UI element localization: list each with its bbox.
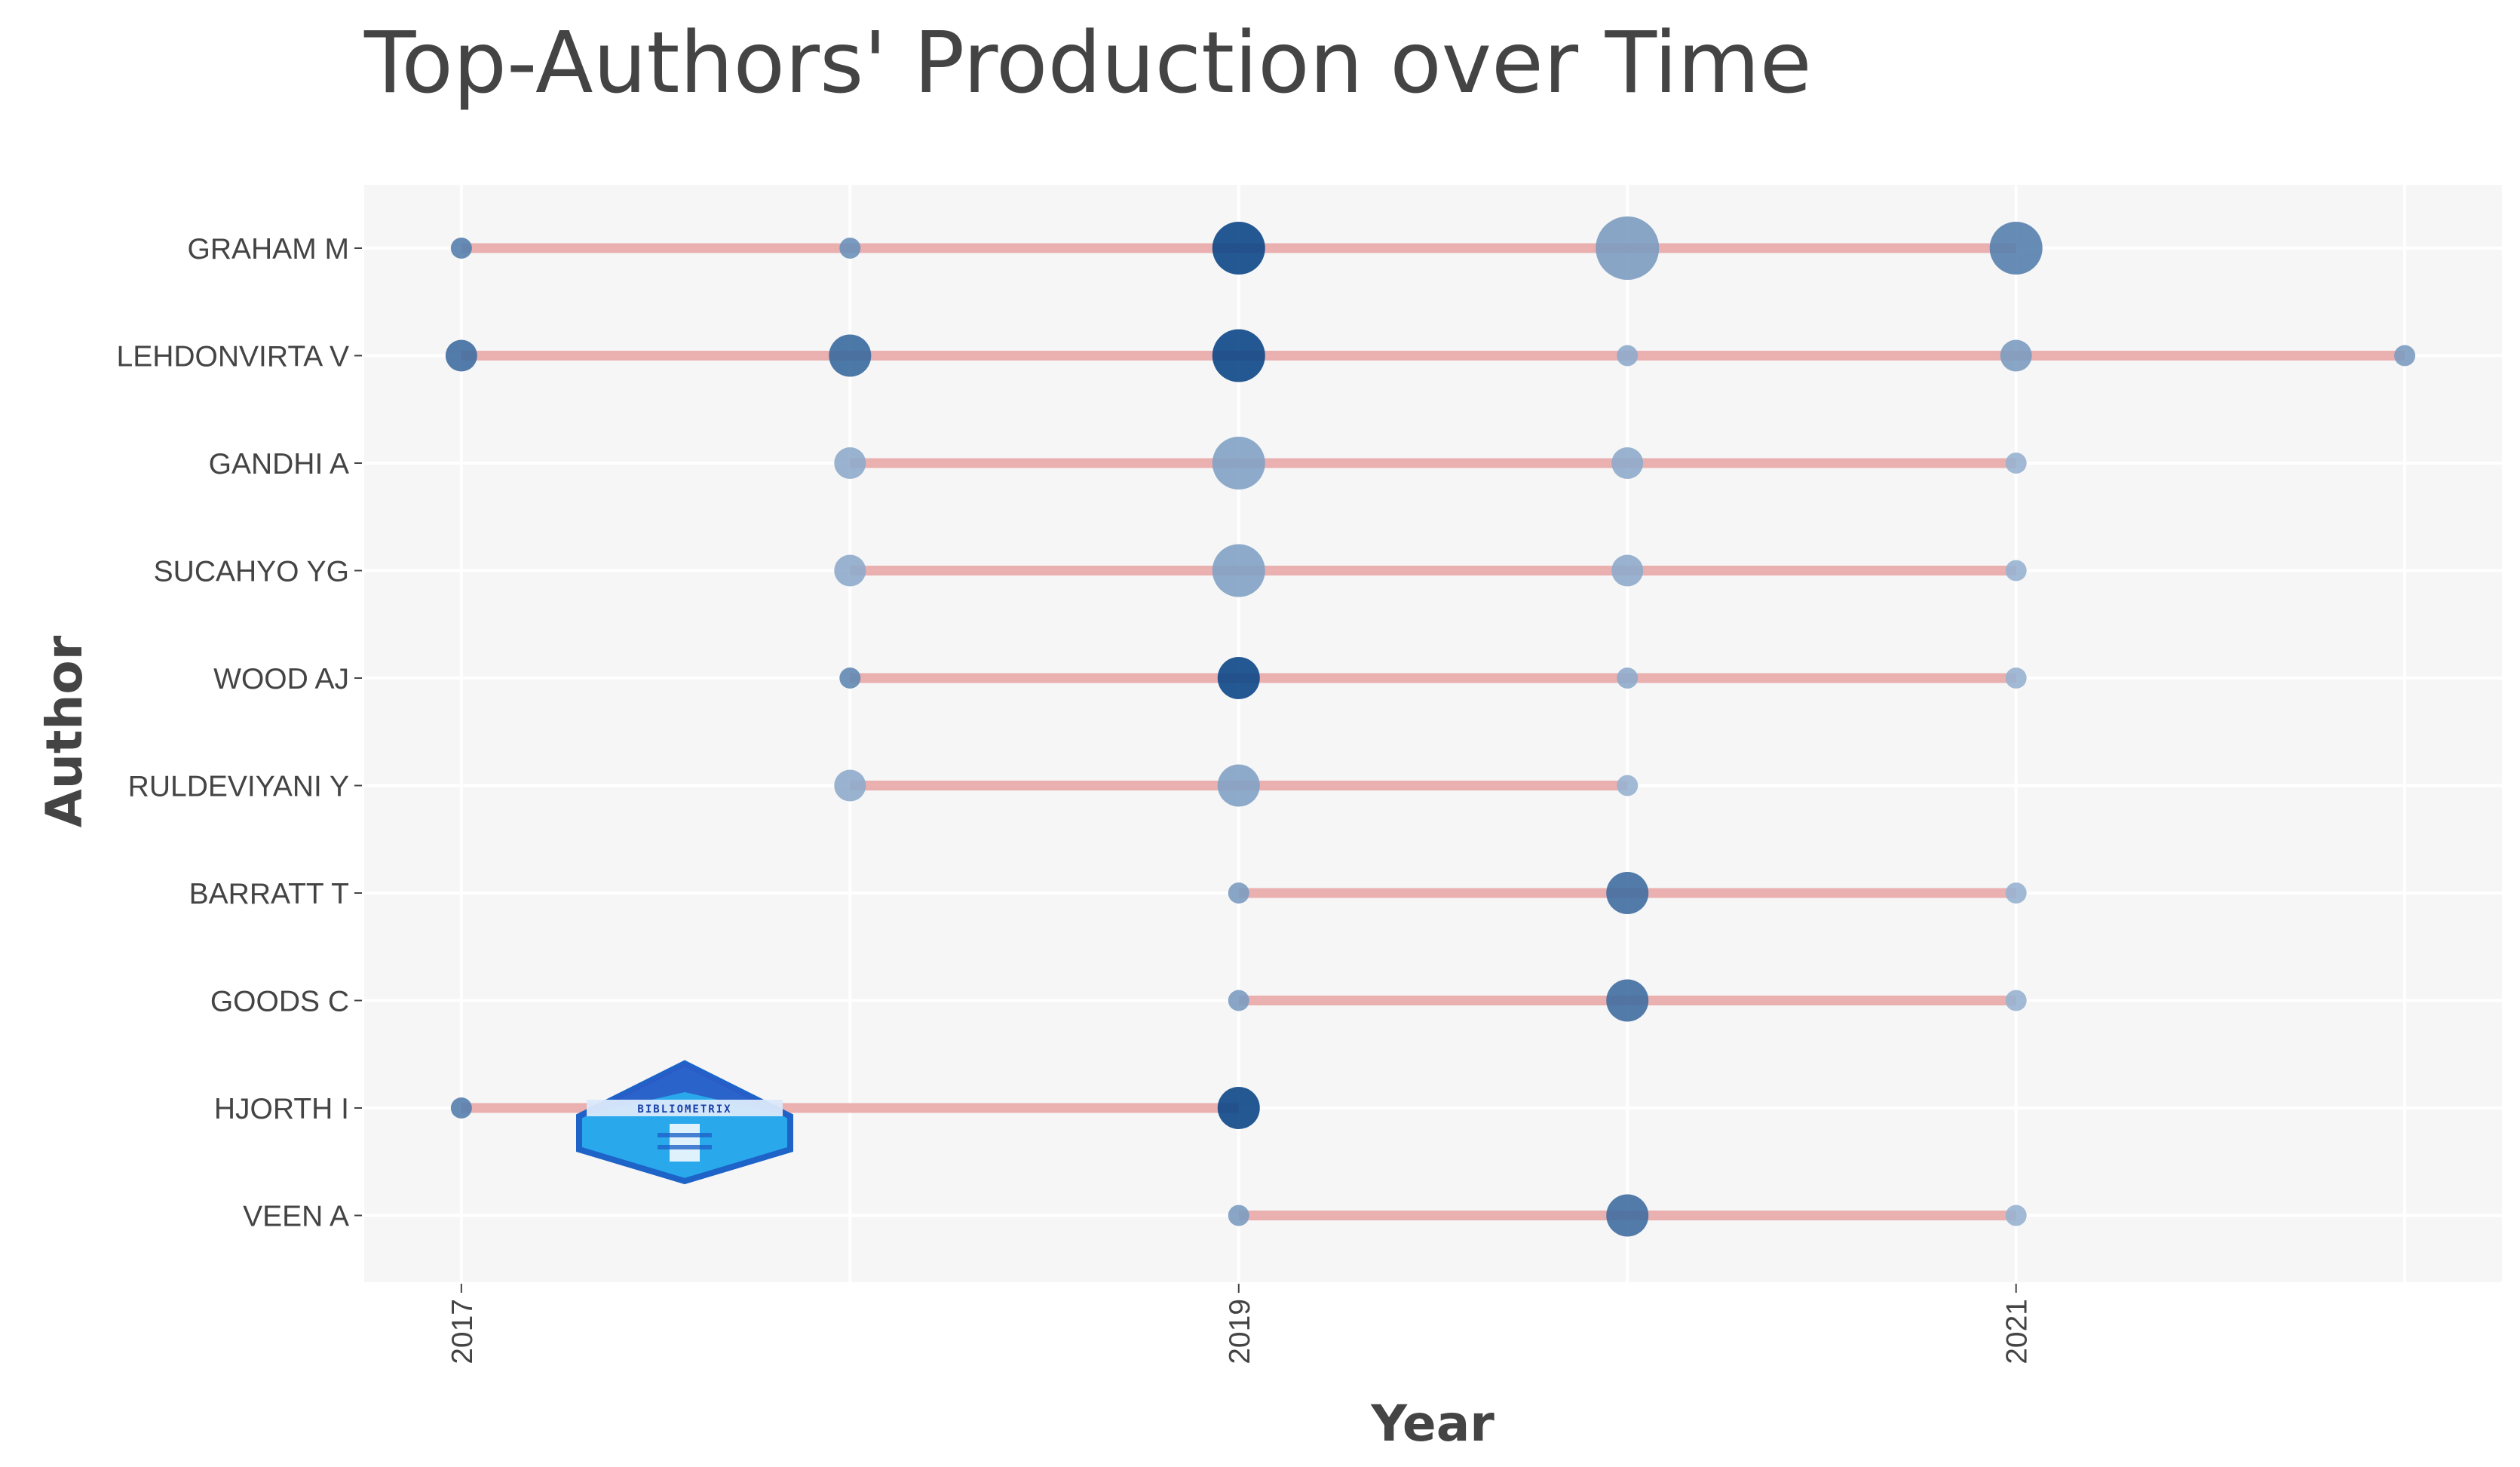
data-point <box>2005 990 2027 1011</box>
data-point <box>1212 437 1265 490</box>
data-point <box>839 668 861 689</box>
chart-title: Top-Authors' Production over Time <box>363 14 1812 112</box>
data-point <box>834 554 866 587</box>
data-point <box>1606 1194 1649 1237</box>
data-point <box>1212 222 1265 275</box>
y-tick-label: SUCAHYO YG <box>154 556 349 588</box>
data-point <box>2005 560 2027 582</box>
data-point <box>1989 222 2043 275</box>
data-point <box>1228 990 1249 1011</box>
data-point <box>2005 668 2027 689</box>
data-point <box>1611 447 1644 479</box>
x-tick-label: 2021 <box>2001 1299 2034 1364</box>
data-point <box>1228 882 1249 904</box>
bibliometrix-logo: BIBLIOMETRIX <box>576 1060 793 1185</box>
y-tick-label: LEHDONVIRTA V <box>117 341 349 373</box>
y-tick-label: GOODS C <box>210 986 349 1018</box>
data-point <box>2005 1205 2027 1226</box>
x-tick-label: 2017 <box>446 1299 479 1364</box>
data-point <box>839 238 861 259</box>
data-point <box>1611 554 1644 587</box>
data-point <box>2000 339 2032 372</box>
y-tick-label: HJORTH I <box>214 1093 349 1125</box>
data-point <box>2394 345 2416 367</box>
data-point <box>1217 657 1260 699</box>
data-point <box>1228 1205 1249 1226</box>
data-point <box>1212 544 1265 597</box>
data-point <box>1596 216 1660 280</box>
data-point <box>1617 775 1639 796</box>
y-axis-ticks: GRAHAM M LEHDONVIRTA V GANDHI A SUCAHYO YG W… <box>117 233 362 1233</box>
data-point <box>1617 345 1639 367</box>
data-point <box>445 339 477 372</box>
y-tick-label: VEEN A <box>243 1201 349 1233</box>
y-tick-label: BARRATT T <box>189 878 349 910</box>
data-point <box>1212 329 1265 382</box>
y-axis-title: Author <box>35 635 94 827</box>
data-point <box>450 238 472 259</box>
y-tick-label: GANDHI A <box>209 448 349 480</box>
data-point <box>2005 453 2027 474</box>
data-point <box>834 447 866 479</box>
data-point <box>1606 872 1649 914</box>
data-point <box>2005 882 2027 904</box>
x-axis-ticks: 2017 2019 2021 <box>446 1284 2034 1364</box>
y-tick-label: RULDEVIYANI Y <box>128 771 349 803</box>
data-point <box>1617 668 1639 689</box>
data-point <box>834 769 866 802</box>
x-tick-label: 2019 <box>1224 1299 1256 1364</box>
data-point <box>450 1097 472 1119</box>
watermark-text: BIBLIOMETRIX <box>637 1103 731 1116</box>
data-point <box>1217 1087 1260 1129</box>
x-axis-title: Year <box>1370 1395 1495 1453</box>
y-tick-label: GRAHAM M <box>188 233 350 265</box>
data-point <box>1217 764 1260 807</box>
y-tick-label: WOOD AJ <box>213 663 349 695</box>
data-point <box>1606 979 1649 1022</box>
data-points <box>445 216 2416 1237</box>
data-point <box>829 334 872 377</box>
